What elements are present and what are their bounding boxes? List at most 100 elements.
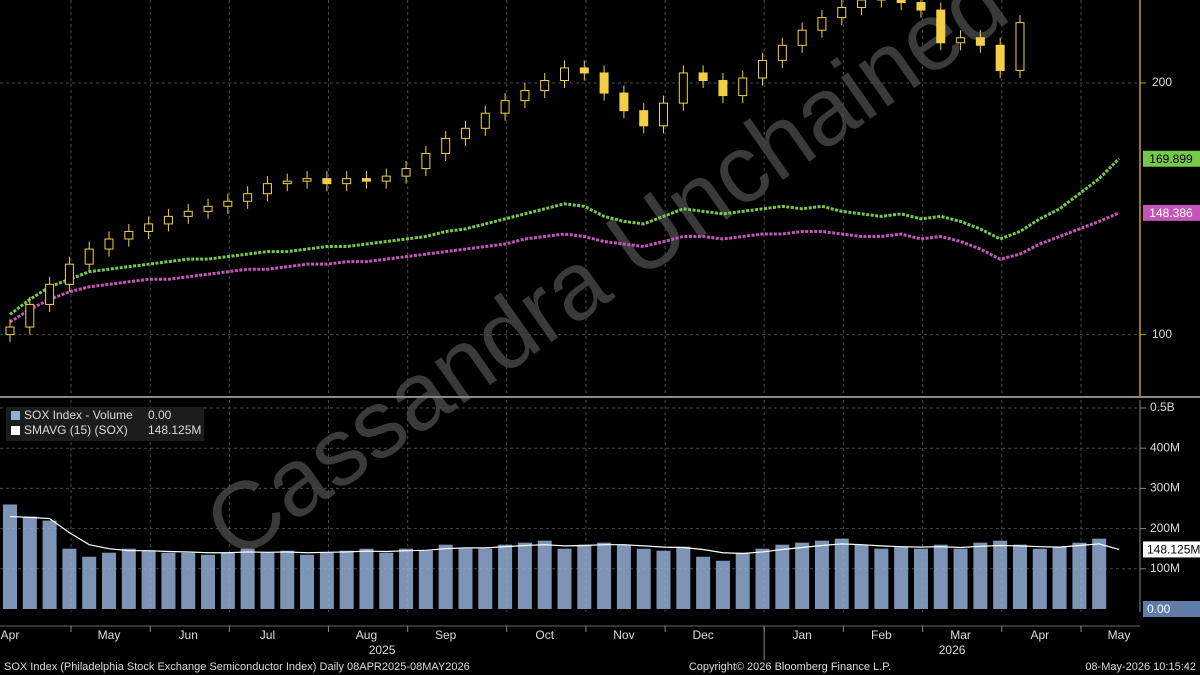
volume-bar xyxy=(1072,542,1087,609)
volume-bar xyxy=(577,544,592,609)
volume-bar xyxy=(300,554,315,609)
x-tick-label: Dec xyxy=(692,628,713,642)
y-tick-label: 100M xyxy=(1150,561,1180,575)
current-value-box xyxy=(1143,204,1200,221)
volume-bar xyxy=(874,548,889,609)
y-tick-label: 0.5B xyxy=(1150,400,1175,414)
candle-body xyxy=(599,72,609,94)
volume-bar xyxy=(1032,548,1047,609)
y-tick-label: 100 xyxy=(1152,327,1172,341)
y-tick-label: 400M xyxy=(1150,440,1180,454)
volume-bar xyxy=(1012,544,1027,609)
x-tick-label: Jan xyxy=(792,628,811,642)
volume-bar xyxy=(814,540,829,609)
candle-body xyxy=(619,92,629,112)
current-value-label: 148.125M xyxy=(1147,543,1200,557)
candle-body xyxy=(183,210,193,217)
current-value-box xyxy=(1143,541,1200,558)
x-tick-label: May xyxy=(1108,628,1131,642)
candle-body xyxy=(262,183,272,195)
candle-body xyxy=(401,168,411,177)
candle-body xyxy=(223,200,233,207)
volume-bar xyxy=(339,550,354,609)
candle-body xyxy=(124,230,134,240)
volume-bar xyxy=(1092,538,1107,609)
x-tick-label: Jul xyxy=(260,628,275,642)
current-value-label: 148.386 xyxy=(1149,206,1193,220)
candle-body xyxy=(560,67,569,82)
footer-left: SOX Index (Philadelphia Stock Exchange S… xyxy=(4,661,470,673)
candle-body xyxy=(421,152,431,170)
candle-body xyxy=(64,263,74,285)
candle-body xyxy=(84,248,94,265)
x-tick-label: Apr xyxy=(1,628,20,642)
candle-body xyxy=(342,178,352,185)
y-tick-label: 200M xyxy=(1150,521,1180,535)
candle-body xyxy=(144,223,154,232)
x-tick-label: Feb xyxy=(871,628,892,642)
volume-bar xyxy=(557,548,572,609)
candle-body xyxy=(678,72,688,104)
candle-body xyxy=(718,80,728,97)
volume-bar xyxy=(141,550,156,609)
candle-body xyxy=(302,178,312,182)
volume-bar xyxy=(42,520,57,609)
volume-bar xyxy=(735,552,750,609)
volume-bar xyxy=(597,542,612,609)
current-value-box xyxy=(1143,150,1200,167)
volume-bar xyxy=(933,544,948,609)
current-value-label: 0.00 xyxy=(1147,602,1171,616)
volume-bar xyxy=(696,556,711,609)
volume-bar xyxy=(913,548,928,609)
candle-body xyxy=(738,77,748,97)
volume-bar xyxy=(418,550,433,609)
volume-bar xyxy=(379,552,394,609)
candle-body xyxy=(500,100,510,114)
footer-center: Copyright© 2026 Bloomberg Finance L.P. xyxy=(689,661,891,673)
candle-body xyxy=(916,2,926,11)
volume-bar xyxy=(973,542,988,609)
volume-bar xyxy=(478,548,493,609)
candle-body xyxy=(837,7,847,19)
volume-bar xyxy=(280,550,295,609)
volume-bar xyxy=(636,548,651,609)
candle-body xyxy=(441,137,451,154)
axes: 100 200 100M 200M 300M 400M 0.5B Apr May Jun Jul Au… xyxy=(1,75,1200,660)
candle-body xyxy=(956,37,966,44)
volume-bar xyxy=(854,544,869,609)
volume-bar xyxy=(616,544,631,609)
volume-bar xyxy=(319,552,334,609)
legend-value: 0.00 xyxy=(148,408,172,422)
volume-bar xyxy=(220,552,235,609)
volume-bar xyxy=(260,552,275,609)
price-grid xyxy=(0,0,1140,395)
candle-body xyxy=(25,303,35,328)
volume-bar xyxy=(201,554,216,609)
year-label: 2026 xyxy=(939,643,966,657)
candle-body xyxy=(579,67,589,74)
volume-bar xyxy=(676,546,691,609)
volume-bar xyxy=(3,504,17,609)
volume-bar xyxy=(458,548,473,609)
price-plot xyxy=(5,0,1121,343)
legend-value: 148.125M xyxy=(148,423,201,437)
volume-bar xyxy=(894,546,909,609)
candle-body xyxy=(896,0,906,4)
legend-box xyxy=(6,407,204,441)
legend-swatch xyxy=(11,426,20,435)
x-tick-label: May xyxy=(98,628,121,642)
x-tick-label: Jun xyxy=(179,628,198,642)
volume-bar xyxy=(1052,546,1067,609)
legend-label: SOX Index - Volume xyxy=(24,408,133,422)
candle-body xyxy=(104,238,114,250)
volume-bar xyxy=(121,548,136,609)
candle-body xyxy=(381,175,391,182)
candle-body xyxy=(322,178,332,185)
candle-body xyxy=(45,283,55,305)
volume-bar xyxy=(438,544,453,609)
y-tick-label: 200 xyxy=(1152,75,1172,89)
candle-body xyxy=(797,29,807,46)
candle-body xyxy=(203,205,213,212)
x-tick-label: Oct xyxy=(535,628,554,642)
